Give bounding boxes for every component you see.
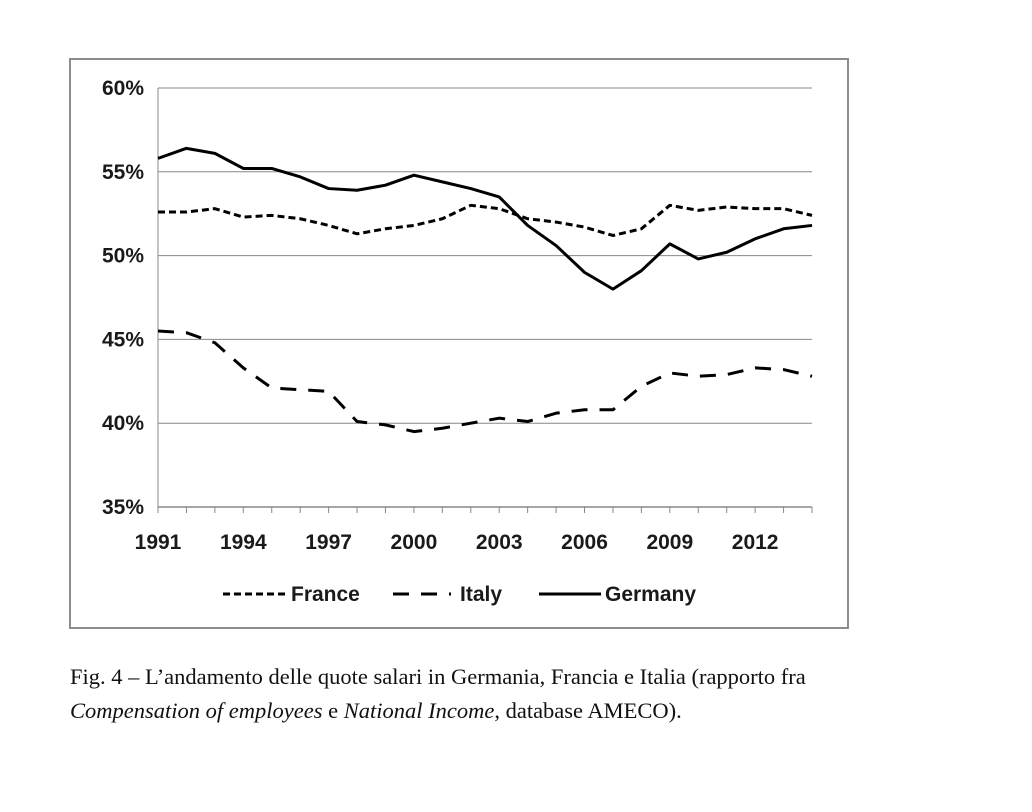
grid-layer [158,87,812,424]
axis-layer: 35% 40% 45% 50% 55% 60% 1991 1994 1997 2000 2003 20… [102,77,813,554]
series-line-germany [157,146,813,291]
x-tick-label: 2000 [391,531,438,554]
x-tick-label: 2012 [732,531,779,554]
y-tick-label: 40% [102,412,144,435]
y-tick-label: 35% [102,496,144,519]
x-tick-label: 1991 [135,531,182,554]
x-tick-label: 2006 [561,531,608,554]
legend-label-germany: Germany [605,583,696,606]
caption-italic-compensation: Compensation of employees [70,698,323,723]
legend-label-italy: Italy [460,583,502,606]
chart-svg: 35% 40% 45% 50% 55% 60% 1991 1994 1997 2000 2003 20… [102,77,813,606]
y-tick-label: 55% [102,161,144,184]
x-tick-label: 2009 [646,531,693,554]
y-tick-label: 50% [102,245,144,268]
figure-caption: Fig. 4 – L’andamento delle quote salari … [70,660,1000,728]
y-tick-label: 60% [102,77,144,100]
series-line-italy [157,329,813,434]
caption-line-2: Compensation of employees e National Inc… [70,694,1000,728]
caption-italic-national-income: National Income [343,698,495,723]
x-tick-label: 2003 [476,531,523,554]
x-tick-label: 1994 [220,531,267,554]
y-tick-label: 45% [102,328,144,351]
legend: France Italy Germany [223,583,696,606]
chart-frame: 35% 40% 45% 50% 55% 60% 1991 1994 1997 2000 2003 20… [69,58,849,629]
series-layer [157,146,813,434]
legend-label-france: France [291,583,360,606]
caption-joiner: e [322,698,344,723]
x-tick-label: 1997 [305,531,352,554]
series-line-france [158,203,813,237]
caption-line-1: Fig. 4 – L’andamento delle quote salari … [70,664,806,689]
caption-tail: , database AMECO). [494,698,682,723]
